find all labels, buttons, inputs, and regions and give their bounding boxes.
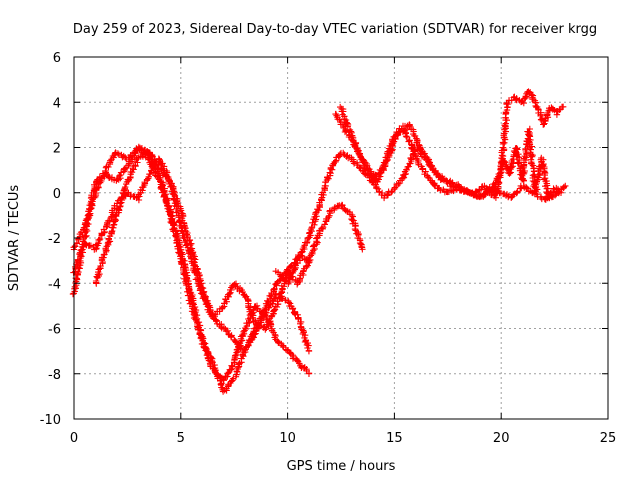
y-tick-label: -8	[48, 368, 61, 383]
x-tick-label: 5	[177, 431, 185, 446]
y-tick-label: -6	[48, 323, 61, 338]
marker-trace	[92, 149, 366, 356]
y-tick-label: 4	[53, 96, 61, 111]
x-tick-label: 15	[386, 431, 403, 446]
series-track-2	[69, 143, 313, 395]
y-tick-label: 6	[53, 51, 61, 66]
x-tick-label: 20	[493, 431, 510, 446]
axis-ticks: 0 5 10 15 20 25 -10 -8 -6 -4 -2 0 2 4 6	[40, 51, 617, 446]
marker-trace	[69, 143, 313, 395]
series-track-4	[92, 149, 366, 356]
y-tick-label: -4	[48, 277, 61, 292]
y-tick-label: 2	[53, 142, 61, 157]
x-tick-label: 25	[600, 431, 617, 446]
y-tick-label: -10	[40, 413, 61, 428]
data-series	[69, 88, 569, 395]
y-axis-label: SDTVAR / TECUs	[7, 185, 22, 292]
y-tick-label: 0	[53, 187, 61, 202]
x-tick-label: 0	[70, 431, 78, 446]
y-tick-label: -2	[48, 232, 61, 247]
x-axis-label: GPS time / hours	[287, 459, 396, 474]
marker-trace	[332, 110, 565, 202]
series-track-7	[332, 110, 565, 202]
chart-title: Day 259 of 2023, Sidereal Day-to-day VTE…	[73, 22, 597, 37]
x-tick-label: 10	[279, 431, 296, 446]
